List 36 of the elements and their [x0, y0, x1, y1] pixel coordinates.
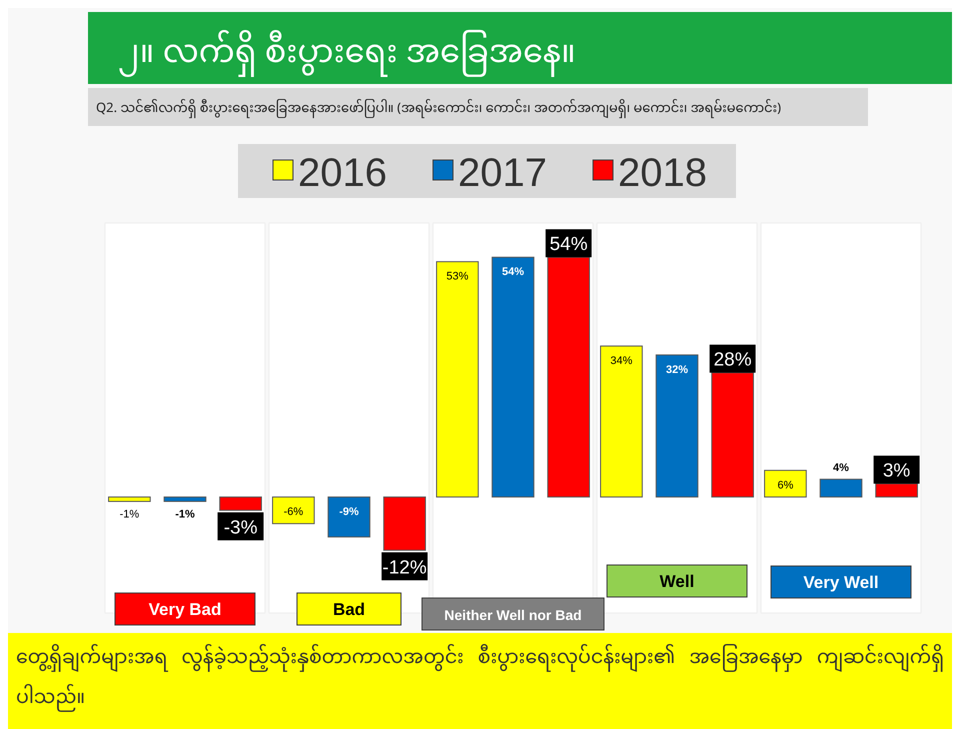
data-label: -1%: [175, 508, 195, 520]
data-label: -9%: [339, 506, 359, 518]
data-label: 6%: [777, 479, 794, 492]
legend-label: 2016: [298, 151, 387, 195]
data-label: 53%: [446, 270, 469, 283]
chart-title: ၂။ လက်ရှိ စီးပွားရေး အခြေအနေ။: [118, 20, 576, 90]
bar: [656, 354, 698, 498]
legend-label: 2017: [458, 151, 547, 195]
data-label: -6%: [284, 506, 304, 518]
x-tick-label: Very Bad: [148, 600, 222, 619]
legend-label: 2018: [618, 151, 707, 195]
data-label: 32%: [666, 364, 688, 376]
data-label: -12%: [382, 557, 427, 578]
text: တွေ့ရှိချက်များအရ လွန်ခဲ့သည့်သုံးနှစ်တာကာလအတွင်း စီးပွားရေးလုပ်ငန်းများ၏ အခြေအနေမှာ ကျဆင်းလျက်ရှိပါသည်။: [16, 639, 944, 720]
data-label: -1%: [120, 508, 140, 520]
chart-subtitle: Q2. သင်၏လက်ရှိ စီးပွားရေးအခြေအနေအားဖော်ပြပါ။ (အရမ်းကောင်း၊ ကောင်း၊ အတက်အကျမရှိ၊ မကောင်း၊ အရမ်းမကောင်း): [96, 96, 782, 124]
data-label: -3%: [224, 517, 258, 538]
bar: [764, 470, 807, 498]
bar: [272, 496, 315, 524]
data-label: 28%: [714, 350, 752, 371]
bar: [164, 496, 206, 502]
x-tick-label: Bad: [332, 600, 366, 619]
bar: [328, 496, 370, 538]
x-tick-label: Very Well: [803, 573, 879, 592]
data-label: 34%: [610, 355, 633, 368]
x-tick-label: Well: [660, 572, 694, 591]
bar: [108, 496, 151, 502]
x-tick-label: Neither Well nor Bad: [444, 607, 582, 623]
bar: [492, 256, 534, 498]
data-label: 54%: [550, 234, 588, 256]
bar: [820, 478, 862, 498]
bar: [436, 261, 479, 498]
data-label: 54%: [502, 266, 524, 278]
bar: [600, 346, 643, 498]
data-label: 3%: [882, 460, 910, 482]
data-label: 4%: [833, 462, 850, 474]
